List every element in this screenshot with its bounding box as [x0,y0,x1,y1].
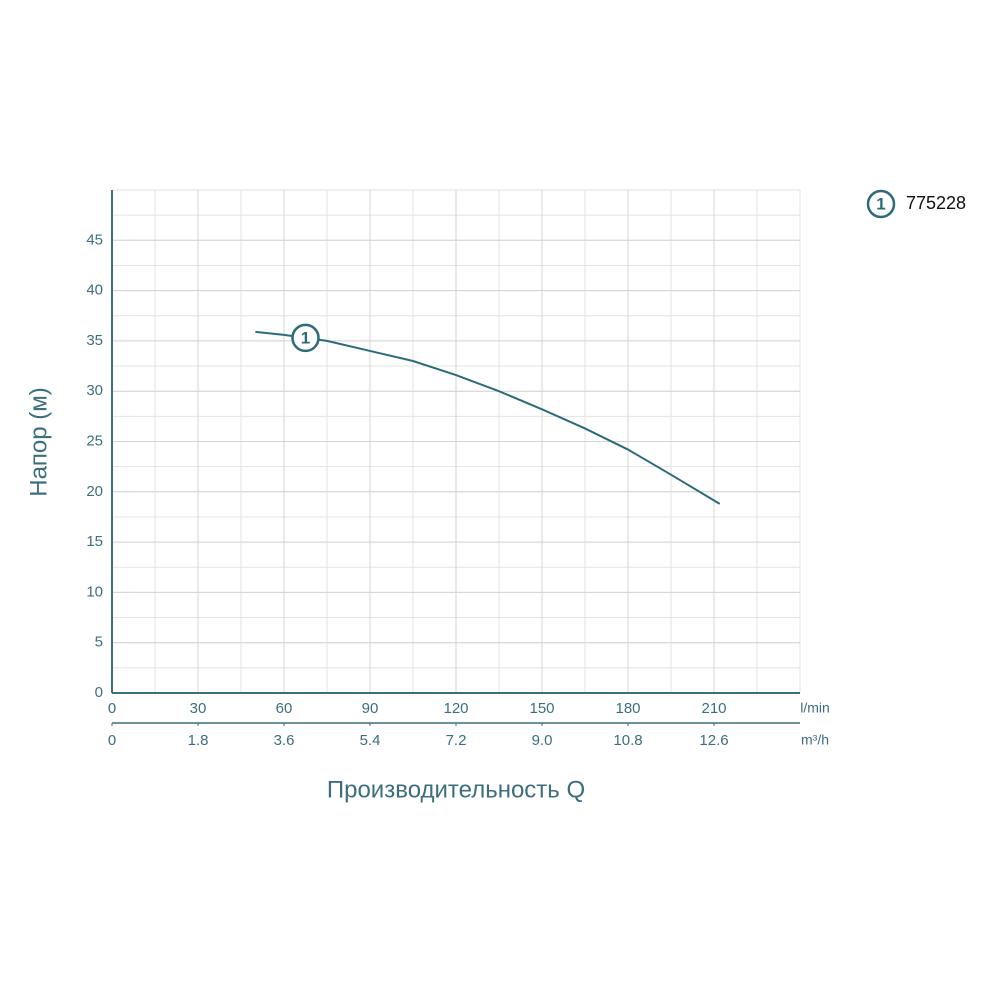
y-tick-label: 40 [86,282,103,299]
x-tick-label: 30 [190,700,207,717]
x2-tick-label: 5.4 [360,732,381,749]
y-tick-label: 30 [86,382,103,399]
x2-tick-label: 1.8 [188,732,209,749]
x2-tick-label: 10.8 [613,732,642,749]
x-unit: l/min [800,700,830,716]
x-tick-label: 60 [276,700,293,717]
marker-label: 1 [876,194,885,213]
y-tick-label: 20 [86,483,103,500]
x2-tick-label: 7.2 [446,732,467,749]
x-tick-label: 0 [108,700,116,717]
x-tick-label: 150 [529,700,554,717]
x2-unit: m³/h [801,732,829,748]
x-tick-label: 210 [701,700,726,717]
y-tick-label: 15 [86,533,103,550]
x2-tick-label: 12.6 [699,732,728,749]
curve [255,330,721,505]
x-axis-label: Производительность Q [327,776,585,803]
y-axis-label: Напор (м) [25,387,52,497]
x2-tick-label: 3.6 [274,732,295,749]
y-tick-label: 5 [95,634,103,651]
y-tick-label: 45 [86,231,103,248]
y-tick-label: 25 [86,432,103,449]
x-tick-label: 120 [443,700,468,717]
y-tick-label: 35 [86,332,103,349]
y-tick-label: 0 [95,684,103,701]
x2-tick-label: 9.0 [532,732,553,749]
x-tick-label: 90 [362,700,379,717]
marker-badge [866,189,896,219]
y-tick-label: 10 [86,583,103,600]
marker-badge [291,323,320,353]
legend-label: 775228 [906,193,966,213]
x-tick-label: 180 [615,700,640,717]
x2-tick-label: 0 [108,732,116,749]
marker-label: 1 [301,328,310,347]
